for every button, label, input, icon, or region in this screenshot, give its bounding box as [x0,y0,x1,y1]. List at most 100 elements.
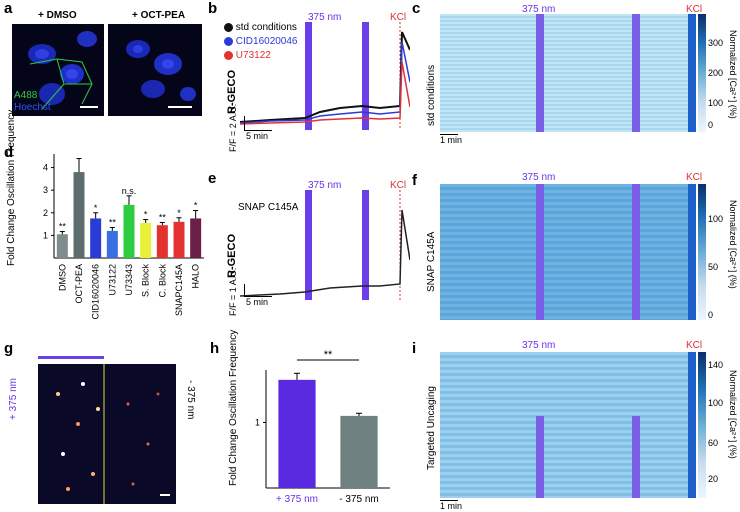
d-annotation: ** [159,213,167,223]
heatmap-i-kcl [688,352,696,498]
d-category-label: U73343 [124,264,134,296]
heatmap-c-stim1 [536,14,544,132]
cbar-i-label: Normalized [Ca²⁺] (%) [728,370,738,459]
scale-v-b-unit: F/F [228,138,238,153]
cbar-i-tick-140: 140 [708,360,724,370]
h-category-label: - 375 nm [339,494,378,505]
legend-u73122-label: U73122 [235,50,271,61]
panel-a-cond2: + OCT-PEA [132,10,186,21]
legend-u73122-dot [224,50,233,60]
panel-e-construct: SNAP C145A [238,202,299,213]
legend-std-dot [224,22,233,32]
scale-h-e-label: 5 min [246,297,269,307]
d-category-label: C. Block [157,264,167,298]
scale-v-e-unit: F/F [228,302,238,317]
d-bar [73,172,85,258]
scale-v-e-label: F/F = 1 A.U. [228,267,238,317]
panel-c-kcl: KCl [686,4,703,15]
scale-h-c [440,134,458,135]
panel-g-right: - 375 nm [185,380,196,420]
panel-f-side: SNAP C145A [426,231,437,292]
d-category-label: SNAPC145A [174,264,184,316]
panel-label-h: h [210,340,220,357]
panel-f-kcl: KCl [686,172,703,183]
panel-i-side: Targeted Uncaging [426,386,437,470]
panel-label-e: e [208,170,217,187]
heatmap-c-stim2 [632,14,640,132]
scale-h-i [440,500,458,501]
micrograph-dmso: A488 Hoechst [12,24,104,116]
cbar-i-tick-20: 20 [708,474,719,484]
d-annotation: n.s. [122,186,137,196]
light-bar-g [38,356,104,359]
panel-label-a: a [4,0,13,17]
h-bar [278,379,316,488]
d-bar [173,221,185,258]
d-ytick-label: 2 [43,208,48,218]
panel-b-kcl: KCl [390,12,407,23]
d-category-label: U73122 [107,264,117,296]
scale-v-b [244,116,245,130]
scale-v-e [244,284,245,296]
heatmap-c-kcl [688,14,696,132]
heatmap-c [440,14,696,132]
scale-h-e [244,296,272,297]
panel-e-kcl: KCl [390,180,407,191]
scale-bar-a-left [80,106,98,108]
panel-label-f: f [412,172,417,189]
panel-label-c: c [412,0,421,17]
panel-f-stim: 375 nm [522,172,556,183]
cbar-c-tick-100: 100 [708,98,724,108]
trace-e-line [240,209,410,297]
cbar-c-tick-200: 200 [708,68,724,78]
heatmap-f [440,184,696,320]
cbar-f [698,184,706,320]
cbar-i [698,352,706,498]
d-bar [90,218,102,258]
d-annotation: ** [109,217,117,227]
cbar-c-tick-300: 300 [708,38,724,48]
panel-i-stim: 375 nm [522,340,556,351]
d-annotation: ** [59,222,67,232]
scale-h-c-label: 1 min [440,135,463,145]
stim-bar-e2 [362,190,369,300]
h-sig-label: ** [324,349,333,361]
panel-g-left: + 375 nm [8,378,19,420]
chart-h: 1 + 375 nm - 375 nm ** [255,349,390,505]
stim-bar-b1 [305,22,312,130]
d-bar [56,234,68,258]
cbar-c-tick-0: 0 [708,120,714,130]
d-bar [123,204,135,258]
d-category-label: HALO [191,264,201,289]
scale-v-e-value: 1 A.U. [228,267,238,293]
trace-b-u73 [240,61,410,125]
d-category-label: S. Block [141,264,151,298]
panel-a-cond1: + DMSO [38,10,77,21]
legend-std-label: std conditions [235,22,297,33]
panel-label-b: b [208,0,218,17]
heatmap-i [440,352,696,498]
legend-cid-dot [224,36,233,46]
d-category-label: CID16020046 [91,264,101,320]
panel-b-stim: 375 nm [308,12,342,23]
heatmap-f-kcl [688,184,696,320]
trace-e [240,190,410,300]
scale-h-b-label: 5 min [246,131,269,141]
heatmap-i-stim1 [536,416,544,498]
h-bar [340,415,378,488]
legend-std: std conditions [224,22,297,33]
d-bar [140,222,152,258]
legend-cid-label: CID16020046 [235,36,298,47]
legend-cid: CID16020046 [224,36,298,47]
panel-i-kcl: KCl [686,340,703,351]
cbar-i-tick-100: 100 [708,398,724,408]
heatmap-f-stim2 [632,184,640,320]
h-category-label: + 375 nm [276,494,318,505]
scale-v-b-value: 2 A.U. [228,103,238,129]
d-annotation: * [94,203,98,213]
micrograph-oct-pea [108,24,202,116]
d-annotation: * [177,208,181,218]
stim-bar-e1 [305,190,312,300]
scale-bar-g [160,494,170,496]
cbar-c-label: Normalized [Ca²⁺] (%) [728,30,738,119]
